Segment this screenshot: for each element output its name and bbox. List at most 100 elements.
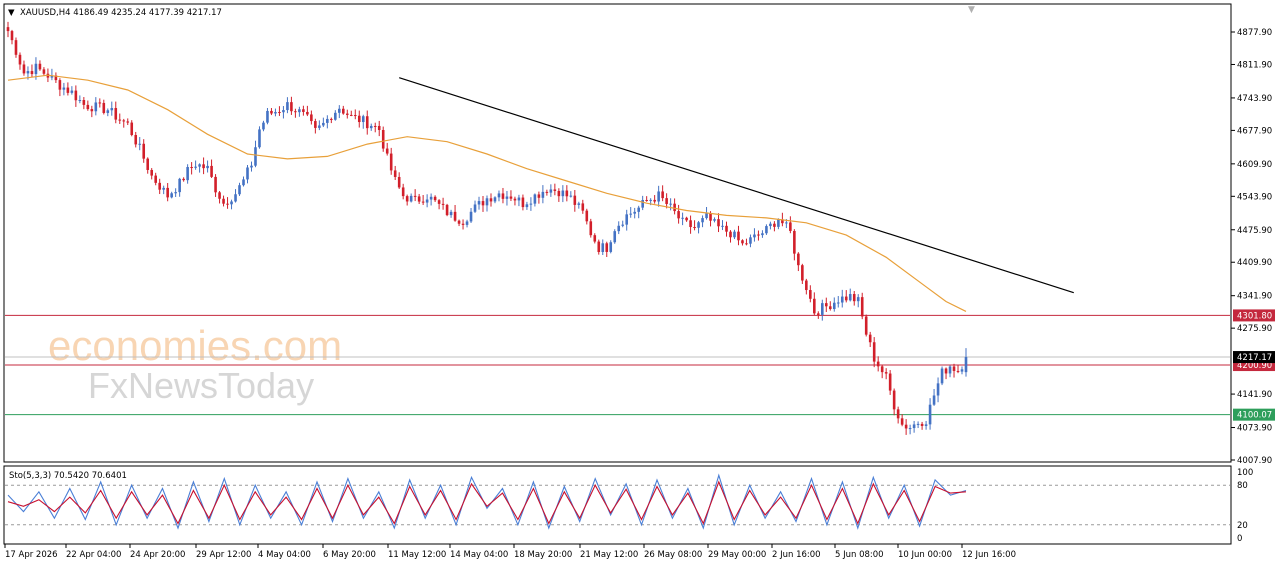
candle xyxy=(509,190,513,202)
candle xyxy=(6,21,10,38)
candle xyxy=(641,195,644,211)
candle xyxy=(505,190,509,206)
scroll-marker-icon: ▼ xyxy=(968,5,975,15)
candle-body xyxy=(553,189,557,191)
candle xyxy=(489,193,493,207)
candle-body xyxy=(601,243,605,253)
candle-body xyxy=(529,203,533,205)
y-tick-label: 4341.90 xyxy=(1237,292,1272,302)
stochastic-plot xyxy=(5,473,1230,530)
candle xyxy=(545,189,549,196)
candle xyxy=(681,212,684,226)
candle-body xyxy=(577,203,581,205)
candle-body xyxy=(218,192,221,199)
candle xyxy=(461,219,465,230)
candle xyxy=(493,196,497,204)
y-tick-label: 4007.90 xyxy=(1237,456,1272,466)
candle-body xyxy=(429,196,433,200)
candle-body xyxy=(234,194,237,202)
main-y-axis: 4877.90 4811.90 4743.90 4677.90 4609.90 4543.… xyxy=(1231,28,1275,466)
candle xyxy=(294,108,297,118)
candle xyxy=(844,290,848,303)
candle-body xyxy=(661,191,664,199)
candle-body xyxy=(166,187,169,198)
candle-body xyxy=(369,125,373,129)
candle-body xyxy=(801,265,804,281)
candle-body xyxy=(278,111,281,113)
collapse-triangle-icon[interactable]: ▼ xyxy=(8,8,15,18)
candle xyxy=(170,191,173,199)
candle-body xyxy=(797,253,800,266)
candle xyxy=(433,195,437,202)
candle xyxy=(230,199,233,210)
candle xyxy=(864,314,868,337)
candle-body xyxy=(653,199,656,202)
candle xyxy=(114,101,118,124)
candle-body xyxy=(230,201,233,205)
candle xyxy=(357,110,361,128)
candle-body xyxy=(761,233,764,236)
candle xyxy=(30,64,34,78)
candle xyxy=(393,165,397,181)
x-tick-label: 10 Jun 00:00 xyxy=(898,550,952,560)
candle-body xyxy=(322,122,325,126)
candle xyxy=(793,229,796,261)
candle xyxy=(537,191,541,204)
candle-body xyxy=(741,240,744,244)
candle xyxy=(182,177,185,182)
candle xyxy=(469,207,473,223)
level-tag-label: 4301.80 xyxy=(1237,311,1272,321)
candle-body xyxy=(413,195,417,197)
candle xyxy=(513,196,517,206)
candle-body xyxy=(665,198,668,204)
candle-body xyxy=(182,178,185,181)
candle-body xyxy=(258,129,261,148)
candle-body xyxy=(330,118,333,120)
candle xyxy=(497,190,501,202)
candle-body xyxy=(298,109,301,113)
candle-body xyxy=(66,87,70,93)
candle xyxy=(302,105,305,116)
candle xyxy=(146,157,150,174)
candle-body xyxy=(377,125,381,130)
y-tick-label: 4811.90 xyxy=(1237,60,1272,70)
candle xyxy=(900,414,904,427)
candle xyxy=(405,194,409,206)
candle-body xyxy=(70,90,74,93)
candle xyxy=(777,218,780,230)
candle-body xyxy=(274,111,277,114)
candle-body xyxy=(34,63,38,75)
candle-body xyxy=(405,196,409,202)
candle-body xyxy=(122,120,126,122)
candle xyxy=(326,115,329,129)
candle xyxy=(134,131,138,148)
candle-body xyxy=(685,217,688,221)
candle xyxy=(58,78,62,97)
candle xyxy=(298,106,301,117)
candle xyxy=(860,292,864,320)
candle xyxy=(797,252,800,272)
candle-body xyxy=(677,211,680,219)
candle xyxy=(525,201,529,210)
candle xyxy=(761,230,764,238)
candle xyxy=(669,198,672,211)
y-tick-label: 4743.90 xyxy=(1237,94,1272,104)
candle xyxy=(102,99,106,115)
candle xyxy=(306,105,309,117)
candle xyxy=(318,120,321,131)
candle-body xyxy=(158,182,161,190)
candle xyxy=(194,160,197,170)
candle-body xyxy=(118,119,122,121)
candle xyxy=(401,183,405,200)
candle-body xyxy=(86,104,90,110)
candle xyxy=(142,139,146,163)
candle-body xyxy=(78,100,82,102)
candle-body xyxy=(537,194,541,198)
candle-body xyxy=(789,222,792,231)
candle-body xyxy=(912,424,916,429)
candle xyxy=(553,183,557,196)
candle xyxy=(876,356,880,372)
stochastic-series-line xyxy=(7,480,967,525)
candle xyxy=(836,296,840,308)
